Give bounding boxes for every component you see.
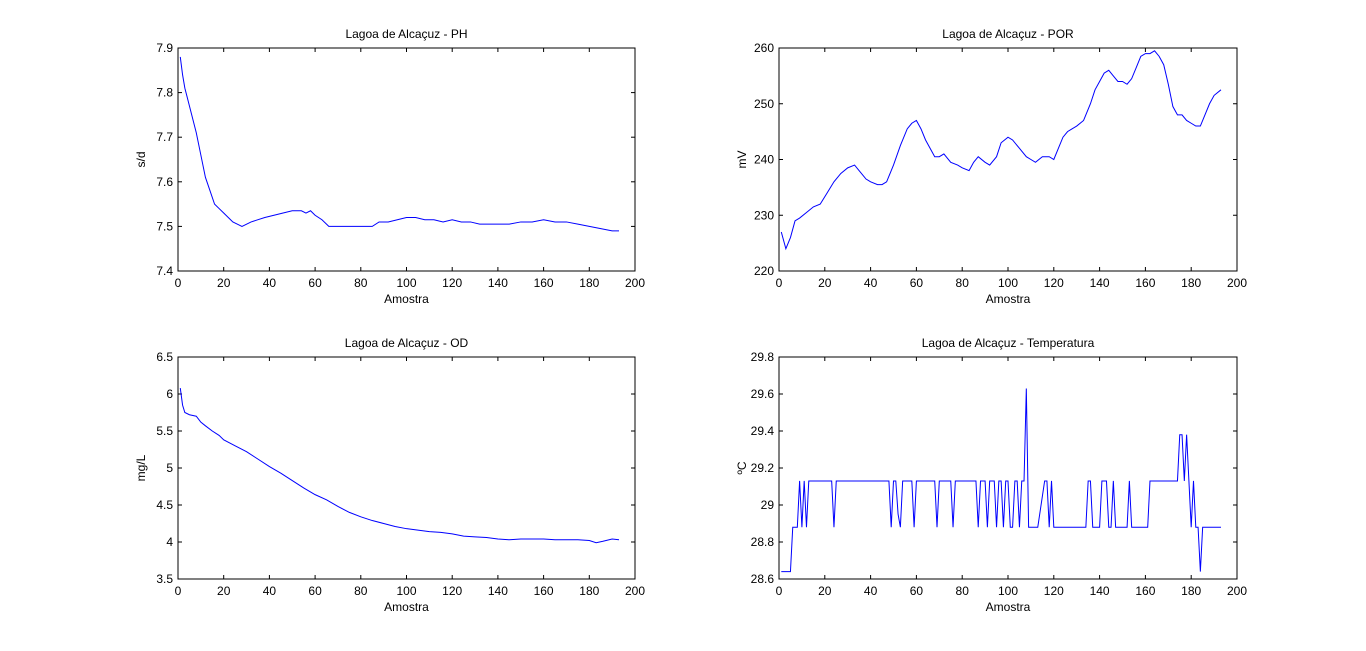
x-tick-label: 160 bbox=[1135, 276, 1155, 290]
x-tick-label: 20 bbox=[217, 584, 231, 598]
x-tick-label: 80 bbox=[354, 276, 368, 290]
x-tick-label: 140 bbox=[488, 276, 508, 290]
x-tick-label: 200 bbox=[1227, 276, 1247, 290]
x-tick-label: 60 bbox=[910, 584, 924, 598]
x-tick-label: 200 bbox=[625, 584, 645, 598]
y-tick-label: 7.9 bbox=[156, 41, 173, 55]
y-axis-label: ºC bbox=[735, 461, 749, 474]
axes-box bbox=[177, 47, 636, 272]
y-tick-label: 7.5 bbox=[156, 219, 173, 233]
x-tick-label: 120 bbox=[1044, 276, 1064, 290]
series-line-od bbox=[179, 388, 620, 544]
x-tick-label: 0 bbox=[175, 584, 182, 598]
x-tick-label: 200 bbox=[1227, 584, 1247, 598]
series-line-por bbox=[780, 50, 1222, 251]
y-tick-label: 5 bbox=[166, 461, 173, 475]
y-tick-label: 220 bbox=[754, 264, 774, 278]
x-tick-label: 20 bbox=[818, 584, 832, 598]
y-tick-label: 7.4 bbox=[156, 264, 173, 278]
y-tick-label: 28.6 bbox=[751, 572, 775, 586]
y-tick-label: 6.5 bbox=[156, 350, 173, 364]
x-tick-label: 0 bbox=[776, 276, 783, 290]
axes-box bbox=[177, 356, 636, 580]
x-tick-label: 120 bbox=[442, 276, 462, 290]
y-tick-label: 4.5 bbox=[156, 498, 173, 512]
x-axis-label: Amostra bbox=[986, 292, 1031, 306]
y-tick-label: 29.4 bbox=[751, 424, 775, 438]
x-tick-label: 180 bbox=[579, 584, 599, 598]
y-tick-label: 4 bbox=[166, 535, 173, 549]
x-tick-label: 20 bbox=[217, 276, 231, 290]
chart-temperatura: Lagoa de Alcaçuz - Temperatura 0 20 40 60 80 1… bbox=[735, 336, 1247, 614]
x-tick-label: 60 bbox=[308, 276, 322, 290]
x-tick-label: 80 bbox=[956, 584, 970, 598]
chart-od: Lagoa de Alcaçuz - OD 0 20 40 60 80 100 120 140 1… bbox=[134, 336, 645, 614]
x-axis-label: Amostra bbox=[384, 292, 429, 306]
x-tick-label: 40 bbox=[864, 276, 878, 290]
y-axis-label: mV bbox=[735, 151, 749, 169]
x-tick-label: 120 bbox=[1044, 584, 1064, 598]
y-tick-label: 29.6 bbox=[751, 387, 775, 401]
x-tick-label: 160 bbox=[534, 584, 554, 598]
chart-title: Lagoa de Alcaçuz - PH bbox=[345, 27, 467, 41]
x-axis-label: Amostra bbox=[986, 600, 1031, 614]
axes-box bbox=[778, 47, 1238, 272]
x-tick-label: 100 bbox=[396, 276, 416, 290]
x-tick-label: 100 bbox=[396, 584, 416, 598]
x-tick-label: 40 bbox=[263, 584, 277, 598]
y-tick-label: 230 bbox=[754, 208, 774, 222]
x-tick-label: 200 bbox=[625, 276, 645, 290]
x-tick-label: 80 bbox=[956, 276, 970, 290]
x-tick-label: 140 bbox=[1090, 276, 1110, 290]
series-line-temperatura bbox=[781, 388, 1221, 573]
y-tick-label: 250 bbox=[754, 97, 774, 111]
y-tick-label: 28.8 bbox=[751, 535, 775, 549]
chart-ph: Lagoa de Alcaçuz - PH 0 20 40 60 80 100 120 140 1… bbox=[134, 27, 645, 306]
x-tick-label: 180 bbox=[1181, 276, 1201, 290]
chart-por: Lagoa de Alcaçuz - POR 0 20 40 60 80 100 120 140… bbox=[735, 27, 1247, 306]
y-tick-label: 7.6 bbox=[156, 175, 173, 189]
y-tick-label: 7.7 bbox=[156, 130, 173, 144]
x-tick-label: 0 bbox=[776, 584, 783, 598]
x-tick-label: 180 bbox=[579, 276, 599, 290]
x-tick-label: 100 bbox=[998, 276, 1018, 290]
x-tick-label: 40 bbox=[263, 276, 277, 290]
series-line-ph bbox=[179, 56, 619, 232]
x-tick-label: 160 bbox=[1135, 584, 1155, 598]
charts-container: Lagoa de Alcaçuz - PH0 20 40 60 80 100 120 140 1… bbox=[134, 27, 1247, 614]
chart-title: Lagoa de Alcaçuz - Temperatura bbox=[922, 336, 1095, 350]
y-tick-label: 29.8 bbox=[751, 350, 775, 364]
y-tick-label: 6 bbox=[166, 387, 173, 401]
y-tick-label: 240 bbox=[754, 153, 774, 167]
x-tick-label: 140 bbox=[1090, 584, 1110, 598]
y-tick-label: 29 bbox=[761, 498, 775, 512]
y-tick-label: 260 bbox=[754, 41, 774, 55]
x-tick-label: 40 bbox=[864, 584, 878, 598]
x-tick-label: 60 bbox=[308, 584, 322, 598]
y-tick-label: 29.2 bbox=[751, 461, 775, 475]
x-tick-label: 100 bbox=[998, 584, 1018, 598]
y-axis-label: mg/L bbox=[134, 454, 148, 481]
axes-box bbox=[778, 356, 1238, 580]
x-tick-label: 140 bbox=[488, 584, 508, 598]
y-tick-label: 3.5 bbox=[156, 572, 173, 586]
x-tick-label: 160 bbox=[534, 276, 554, 290]
chart-title: Lagoa de Alcaçuz - POR bbox=[942, 27, 1074, 41]
x-tick-label: 80 bbox=[354, 584, 368, 598]
x-tick-label: 0 bbox=[175, 276, 182, 290]
x-tick-label: 20 bbox=[818, 276, 832, 290]
x-tick-label: 120 bbox=[442, 584, 462, 598]
chart-title: Lagoa de Alcaçuz - OD bbox=[345, 336, 469, 350]
y-tick-label: 7.8 bbox=[156, 86, 173, 100]
x-tick-label: 60 bbox=[910, 276, 924, 290]
x-tick-label: 180 bbox=[1181, 584, 1201, 598]
y-axis-label: s/d bbox=[134, 151, 148, 167]
x-axis-label: Amostra bbox=[384, 600, 429, 614]
y-tick-label: 5.5 bbox=[156, 424, 173, 438]
